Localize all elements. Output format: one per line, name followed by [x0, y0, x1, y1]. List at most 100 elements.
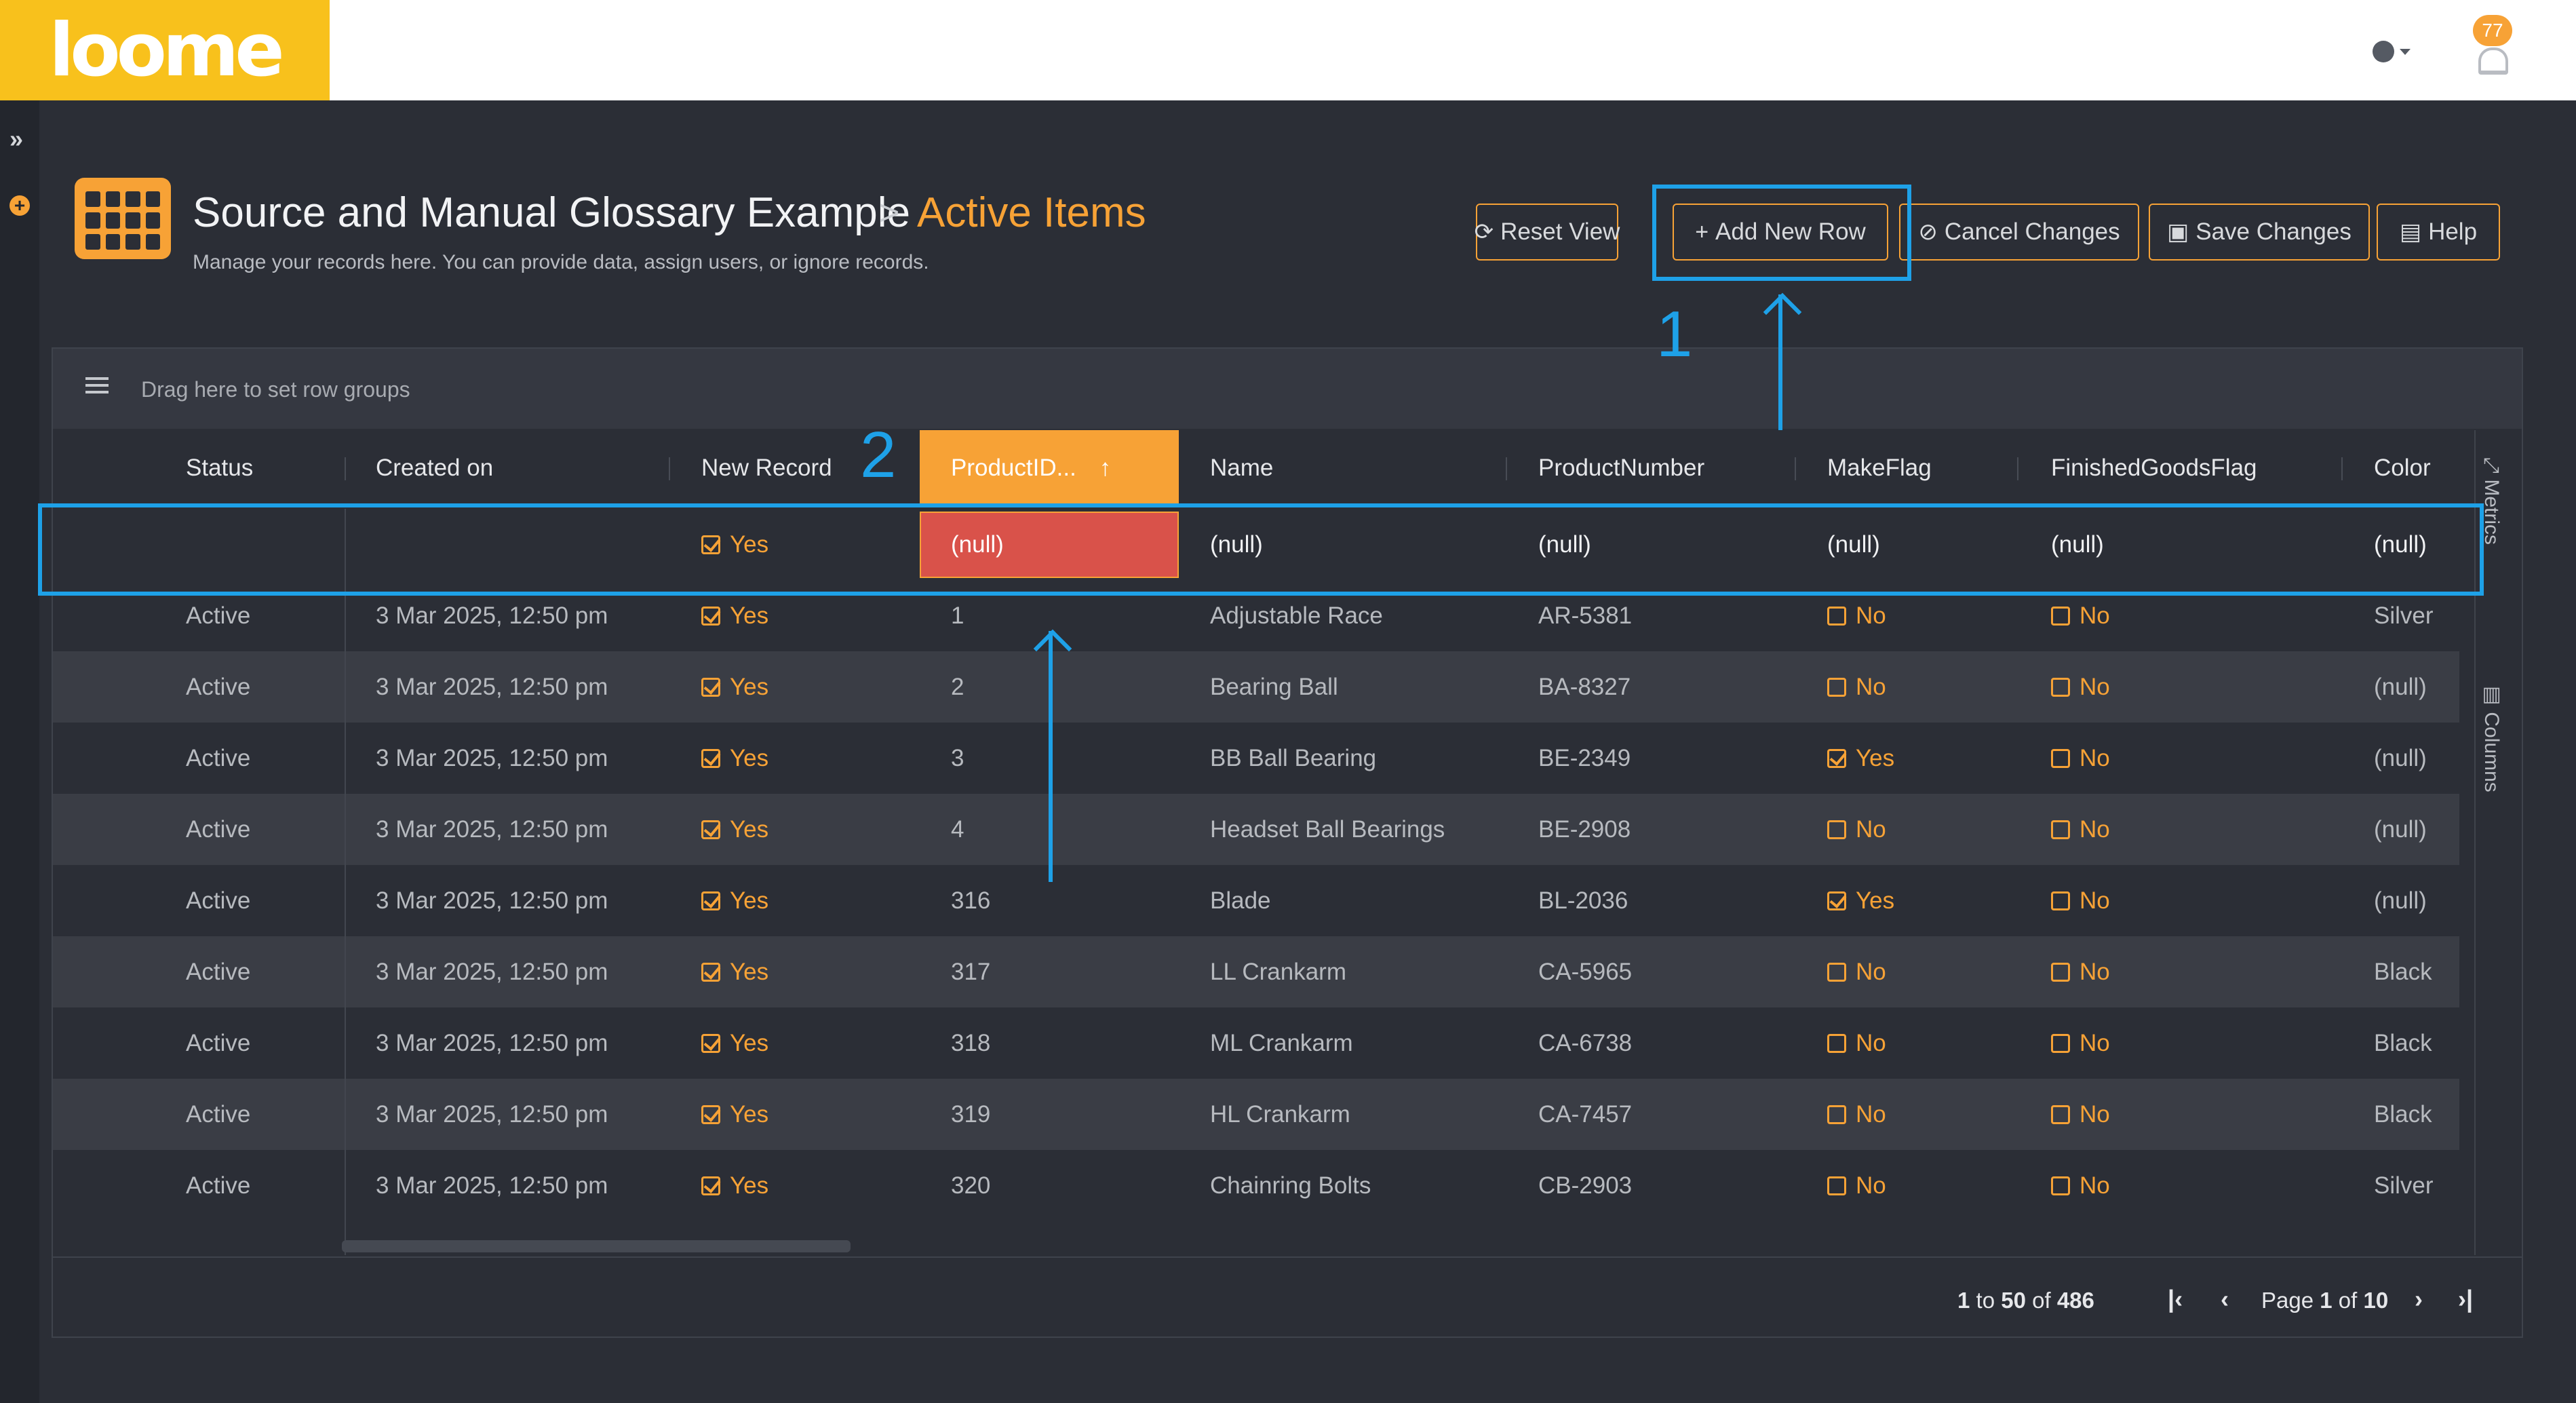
notifications-button[interactable]: 77: [2470, 15, 2518, 76]
finished-goods-flag-cell[interactable]: (null): [2051, 531, 2104, 558]
make-flag-cell[interactable]: Yes: [1827, 865, 1894, 936]
table-row[interactable]: Active 3 Mar 2025, 12:50 pm Yes 2 Bearing Ba…: [53, 651, 2459, 723]
column-header-product-id[interactable]: ProductID... ↑: [920, 430, 1179, 506]
columns-tab[interactable]: ▥ Columns: [2480, 683, 2503, 792]
product-id-cell[interactable]: 318: [951, 1007, 990, 1079]
color-cell[interactable]: Black: [2374, 936, 2432, 1007]
color-cell[interactable]: Silver: [2374, 1150, 2434, 1221]
product-id-cell[interactable]: 319: [951, 1079, 990, 1150]
column-resize-handle[interactable]: [345, 457, 346, 480]
name-cell[interactable]: Bearing Ball: [1210, 651, 1338, 723]
column-resize-handle[interactable]: [669, 457, 670, 480]
make-flag-cell[interactable]: Yes: [1827, 723, 1894, 794]
product-id-cell[interactable]: 316: [951, 865, 990, 936]
created-on-cell[interactable]: 3 Mar 2025, 12:50 pm: [376, 865, 608, 936]
product-number-cell[interactable]: AR-5381: [1538, 580, 1632, 651]
name-cell[interactable]: Adjustable Race: [1210, 580, 1383, 651]
make-flag-cell[interactable]: No: [1827, 580, 1886, 651]
column-resize-handle[interactable]: [2341, 457, 2343, 480]
horizontal-scrollbar[interactable]: [342, 1240, 851, 1252]
new-record-cell[interactable]: Yes: [701, 1150, 768, 1221]
created-on-cell[interactable]: 3 Mar 2025, 12:50 pm: [376, 1007, 608, 1079]
product-id-cell[interactable]: 2: [951, 651, 964, 723]
column-header-created-on[interactable]: Created on: [376, 455, 494, 481]
column-resize-handle[interactable]: [2017, 457, 2018, 480]
product-number-cell[interactable]: BE-2908: [1538, 794, 1631, 865]
column-header-new-record[interactable]: New Record: [701, 455, 832, 481]
product-number-cell[interactable]: BE-2349: [1538, 723, 1631, 794]
product-number-cell[interactable]: CA-7457: [1538, 1079, 1632, 1150]
save-changes-button[interactable]: ▣ Save Changes: [2149, 204, 2370, 261]
column-header-product-number[interactable]: ProductNumber: [1538, 455, 1705, 481]
finished-goods-flag-cell[interactable]: No: [2051, 1079, 2110, 1150]
expand-sidebar-icon[interactable]: »: [9, 125, 24, 153]
product-number-cell[interactable]: CA-5965: [1538, 936, 1632, 1007]
first-page-icon[interactable]: |‹: [2168, 1285, 2183, 1313]
add-new-row-button[interactable]: + Add New Row: [1673, 204, 1888, 261]
created-on-cell[interactable]: 3 Mar 2025, 12:50 pm: [376, 936, 608, 1007]
created-on-cell[interactable]: 3 Mar 2025, 12:50 pm: [376, 651, 608, 723]
product-number-cell[interactable]: CB-2903: [1538, 1150, 1632, 1221]
created-on-cell[interactable]: 3 Mar 2025, 12:50 pm: [376, 1150, 608, 1221]
product-number-cell[interactable]: (null): [1538, 531, 1591, 558]
language-menu[interactable]: [2373, 38, 2411, 65]
cancel-changes-button[interactable]: ⊘ Cancel Changes: [1899, 204, 2139, 261]
column-header-name[interactable]: Name: [1210, 455, 1274, 481]
make-flag-cell[interactable]: No: [1827, 651, 1886, 723]
make-flag-cell[interactable]: No: [1827, 1007, 1886, 1079]
table-row[interactable]: Active 3 Mar 2025, 12:50 pm Yes 319 HL Crank…: [53, 1079, 2459, 1150]
name-cell[interactable]: HL Crankarm: [1210, 1079, 1350, 1150]
product-id-cell[interactable]: 317: [951, 936, 990, 1007]
new-record-cell[interactable]: Yes: [701, 865, 768, 936]
column-header-finished-goods-flag[interactable]: FinishedGoodsFlag: [2051, 455, 2257, 481]
name-cell[interactable]: LL Crankarm: [1210, 936, 1346, 1007]
new-row[interactable]: Yes (null) (null) (null) (null) (null) (…: [53, 509, 2459, 580]
finished-goods-flag-cell[interactable]: No: [2051, 794, 2110, 865]
created-on-cell[interactable]: 3 Mar 2025, 12:50 pm: [376, 1079, 608, 1150]
new-record-cell[interactable]: Yes: [701, 580, 768, 651]
previous-page-icon[interactable]: ‹: [2221, 1285, 2229, 1313]
next-page-icon[interactable]: ›: [2415, 1285, 2423, 1313]
loome-logo[interactable]: loome: [0, 0, 330, 100]
finished-goods-flag-cell[interactable]: No: [2051, 580, 2110, 651]
color-cell[interactable]: (null): [2374, 531, 2427, 558]
last-page-icon[interactable]: ›|: [2458, 1285, 2474, 1313]
help-button[interactable]: ▤ Help: [2377, 204, 2500, 261]
column-header-color[interactable]: Color: [2374, 455, 2431, 481]
finished-goods-flag-cell[interactable]: No: [2051, 1007, 2110, 1079]
name-cell[interactable]: Headset Ball Bearings: [1210, 794, 1445, 865]
new-record-cell[interactable]: Yes: [701, 1079, 768, 1150]
product-id-cell-null[interactable]: (null): [920, 512, 1179, 578]
color-cell[interactable]: (null): [2374, 865, 2427, 936]
make-flag-cell[interactable]: No: [1827, 1150, 1886, 1221]
product-number-cell[interactable]: CA-6738: [1538, 1007, 1632, 1079]
column-header-make-flag[interactable]: MakeFlag: [1827, 455, 1932, 481]
make-flag-cell[interactable]: No: [1827, 1079, 1886, 1150]
color-cell[interactable]: Silver: [2374, 580, 2434, 651]
product-id-cell[interactable]: 4: [951, 794, 964, 865]
column-header-status[interactable]: Status: [186, 455, 254, 481]
column-resize-handle[interactable]: [1506, 457, 1507, 480]
product-id-cell[interactable]: 3: [951, 723, 964, 794]
product-number-cell[interactable]: BL-2036: [1538, 865, 1628, 936]
name-cell[interactable]: Chainring Bolts: [1210, 1150, 1371, 1221]
make-flag-cell[interactable]: (null): [1827, 531, 1880, 558]
created-on-cell[interactable]: 3 Mar 2025, 12:50 pm: [376, 794, 608, 865]
created-on-cell[interactable]: 3 Mar 2025, 12:50 pm: [376, 580, 608, 651]
add-circle-icon[interactable]: +: [9, 195, 30, 216]
status-cell[interactable]: Active: [186, 580, 250, 651]
page-title[interactable]: Source and Manual Glossary Example: [193, 189, 910, 236]
status-cell[interactable]: Active: [186, 865, 250, 936]
name-cell[interactable]: ML Crankarm: [1210, 1007, 1353, 1079]
status-cell[interactable]: Active: [186, 936, 250, 1007]
product-number-cell[interactable]: BA-8327: [1538, 651, 1631, 723]
reset-view-button[interactable]: ⟳ Reset View: [1475, 204, 1620, 261]
finished-goods-flag-cell[interactable]: No: [2051, 936, 2110, 1007]
new-record-cell[interactable]: Yes: [701, 936, 768, 1007]
status-cell[interactable]: Active: [186, 1007, 250, 1079]
name-cell[interactable]: (null): [1210, 531, 1263, 558]
product-id-cell[interactable]: 320: [951, 1150, 990, 1221]
status-cell[interactable]: Active: [186, 651, 250, 723]
status-cell[interactable]: Active: [186, 1079, 250, 1150]
color-cell[interactable]: (null): [2374, 794, 2427, 865]
